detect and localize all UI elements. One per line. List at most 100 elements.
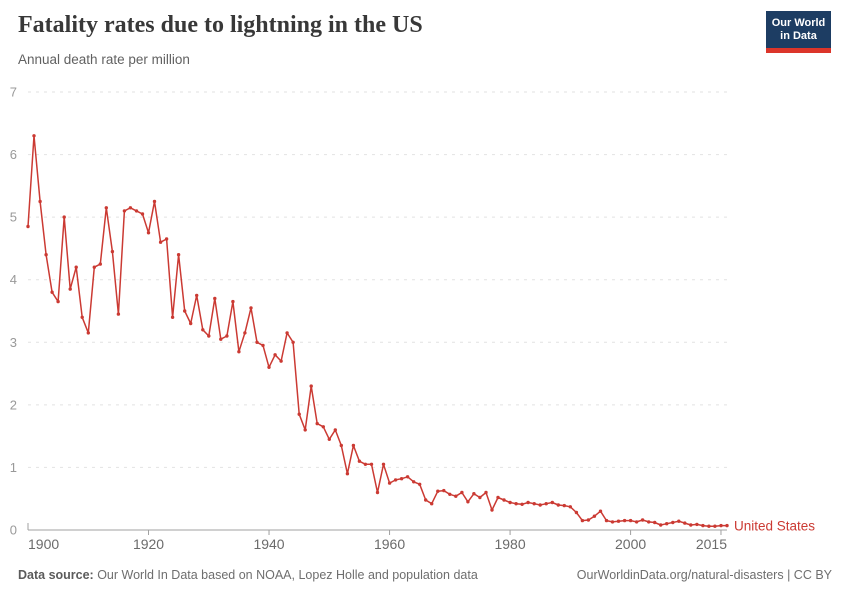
data-point[interactable] [327,437,331,441]
data-point[interactable] [26,224,30,229]
data-point[interactable] [472,492,476,496]
footer-link[interactable]: OurWorldinData.org/natural-disasters | C… [576,568,832,582]
data-point[interactable] [586,518,591,522]
data-point[interactable] [550,500,554,505]
data-point[interactable] [152,199,157,204]
data-point[interactable] [170,315,175,319]
data-point[interactable] [725,523,729,528]
data-point[interactable] [237,350,241,354]
data-point[interactable] [448,492,452,496]
data-point[interactable] [333,428,337,432]
data-point[interactable] [460,490,464,495]
data-point[interactable] [592,514,597,518]
data-point[interactable] [562,503,566,508]
data-point[interactable] [412,480,416,484]
data-point[interactable] [231,299,235,304]
data-point[interactable] [665,522,669,526]
data-point[interactable] [207,334,211,338]
data-point[interactable] [86,331,91,335]
data-point[interactable] [526,500,530,505]
data-point[interactable] [405,475,410,479]
data-point[interactable] [291,340,295,344]
data-point[interactable] [393,478,398,482]
data-point[interactable] [128,206,133,210]
data-point[interactable] [219,337,223,341]
data-point[interactable] [387,481,392,485]
data-point[interactable] [303,428,307,432]
data-point[interactable] [158,240,163,244]
data-point[interactable] [418,482,422,486]
data-point[interactable] [50,290,54,294]
data-point[interactable] [424,498,428,502]
data-point[interactable] [32,134,36,138]
data-point[interactable] [436,489,440,493]
data-point[interactable] [80,315,84,319]
data-point[interactable] [544,502,548,506]
data-point[interactable] [285,331,289,335]
data-point[interactable] [466,500,470,504]
data-point[interactable] [677,519,681,523]
data-point[interactable] [255,340,259,344]
data-point[interactable] [610,520,615,524]
data-point[interactable] [653,520,657,525]
data-point[interactable] [176,253,181,257]
data-point[interactable] [381,462,386,466]
data-point[interactable] [719,523,723,528]
data-point[interactable] [351,443,356,448]
data-point[interactable] [122,209,127,213]
data-point[interactable] [502,498,506,502]
data-point[interactable] [514,502,518,506]
data-point[interactable] [279,359,283,363]
data-point[interactable] [315,421,319,426]
data-point[interactable] [556,503,560,507]
data-point[interactable] [604,518,609,523]
data-point[interactable] [478,495,482,500]
data-point[interactable] [689,523,693,527]
data-point[interactable] [683,521,687,525]
data-point[interactable] [695,522,699,527]
data-point[interactable] [713,524,717,528]
data-point[interactable] [580,518,585,523]
series-united-states[interactable] [26,134,729,528]
data-point[interactable] [44,253,48,257]
data-point[interactable] [195,293,199,298]
data-point[interactable] [484,490,488,495]
data-point[interactable] [520,502,524,506]
data-point[interactable] [640,518,645,522]
data-point[interactable] [267,365,271,369]
data-point[interactable] [321,425,325,429]
data-point[interactable] [568,505,572,509]
data-point[interactable] [74,265,78,269]
data-point[interactable] [146,231,151,235]
data-point[interactable] [92,265,97,269]
data-point[interactable] [634,520,639,524]
data-point[interactable] [707,524,711,528]
data-point[interactable] [574,510,579,515]
data-point[interactable] [164,237,169,241]
data-point[interactable] [201,328,205,332]
data-point[interactable] [104,206,109,210]
data-point[interactable] [399,477,404,481]
data-point[interactable] [622,518,627,523]
data-point[interactable] [345,472,350,476]
data-point[interactable] [225,334,229,338]
data-point[interactable] [647,520,651,524]
data-point[interactable] [116,312,121,316]
data-point[interactable] [357,459,362,463]
data-point[interactable] [454,494,458,498]
data-point[interactable] [189,321,193,326]
data-point[interactable] [701,523,705,528]
data-point[interactable] [309,384,313,388]
owid-logo[interactable]: Our World in Data [766,11,831,53]
data-point[interactable] [659,523,663,527]
data-point[interactable] [532,502,536,506]
data-point[interactable] [598,509,603,513]
data-point[interactable] [490,508,494,512]
data-point[interactable] [213,296,217,301]
data-point[interactable] [273,353,277,357]
data-point[interactable] [183,309,187,313]
data-point[interactable] [98,262,103,266]
data-point[interactable] [134,209,139,213]
data-point[interactable] [140,212,145,216]
